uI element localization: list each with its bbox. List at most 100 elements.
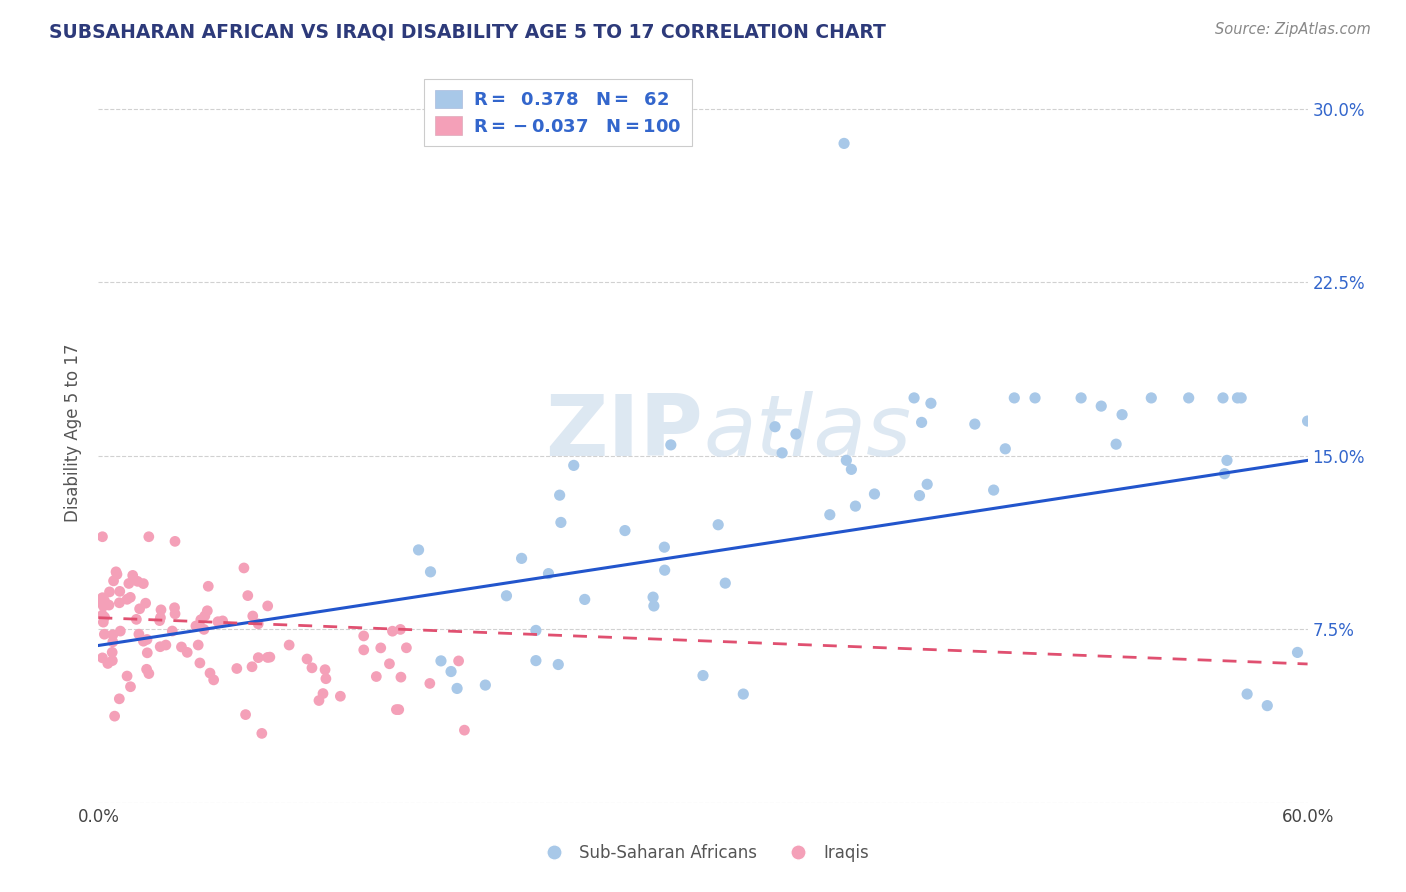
Point	[108, 691, 131, 706]
Point	[1286, 645, 1309, 659]
Point	[91, 597, 114, 611]
Point	[138, 666, 160, 681]
Point	[1226, 391, 1249, 405]
Point	[763, 419, 786, 434]
Point	[247, 650, 270, 665]
Point	[98, 585, 121, 599]
Point	[1070, 391, 1092, 405]
Point	[654, 563, 676, 577]
Point	[93, 610, 115, 624]
Point	[278, 638, 301, 652]
Point	[1212, 391, 1234, 405]
Point	[240, 659, 263, 673]
Point	[256, 599, 278, 613]
Point	[1111, 408, 1133, 422]
Point	[983, 483, 1005, 497]
Point	[908, 489, 931, 503]
Point	[110, 624, 132, 639]
Point	[1177, 391, 1199, 405]
Point	[329, 690, 352, 704]
Point	[101, 645, 124, 659]
Point	[149, 610, 172, 624]
Point	[548, 488, 571, 502]
Point	[135, 662, 157, 676]
Point	[353, 643, 375, 657]
Point	[128, 602, 150, 616]
Point	[1105, 437, 1128, 451]
Point	[103, 574, 125, 588]
Point	[1090, 399, 1112, 413]
Point	[128, 627, 150, 641]
Point	[93, 593, 115, 607]
Point	[963, 417, 986, 431]
Point	[524, 624, 547, 638]
Point	[162, 624, 184, 638]
Point	[692, 668, 714, 682]
Point	[202, 673, 225, 687]
Point	[176, 645, 198, 659]
Point	[447, 654, 470, 668]
Point	[659, 438, 682, 452]
Point	[1216, 453, 1239, 467]
Point	[910, 416, 932, 430]
Point	[835, 453, 858, 467]
Point	[295, 652, 318, 666]
Point	[378, 657, 401, 671]
Point	[135, 596, 157, 610]
Point	[550, 516, 572, 530]
Point	[301, 661, 323, 675]
Point	[170, 640, 193, 654]
Point	[312, 687, 335, 701]
Point	[132, 576, 155, 591]
Point	[115, 669, 138, 683]
Point	[165, 607, 187, 621]
Point	[108, 584, 131, 599]
Point	[844, 499, 866, 513]
Text: Source: ZipAtlas.com: Source: ZipAtlas.com	[1215, 22, 1371, 37]
Point	[235, 707, 257, 722]
Point	[232, 561, 254, 575]
Point	[353, 629, 375, 643]
Point	[370, 640, 392, 655]
Point	[108, 596, 131, 610]
Point	[120, 591, 142, 605]
Point	[389, 670, 412, 684]
Point	[785, 427, 807, 442]
Point	[440, 665, 463, 679]
Point	[1256, 698, 1278, 713]
Point	[770, 446, 793, 460]
Point	[1230, 391, 1253, 405]
Point	[419, 565, 441, 579]
Point	[127, 574, 149, 589]
Point	[236, 589, 259, 603]
Point	[495, 589, 517, 603]
Point	[315, 672, 337, 686]
Point	[389, 623, 412, 637]
Point	[903, 391, 925, 405]
Point	[841, 462, 863, 476]
Point	[366, 669, 388, 683]
Point	[419, 676, 441, 690]
Text: SUBSAHARAN AFRICAN VS IRAQI DISABILITY AGE 5 TO 17 CORRELATION CHART: SUBSAHARAN AFRICAN VS IRAQI DISABILITY A…	[49, 22, 886, 41]
Point	[547, 657, 569, 672]
Text: atlas: atlas	[703, 391, 911, 475]
Point	[643, 599, 665, 613]
Point	[136, 632, 159, 647]
Legend: Sub-Saharan Africans, Iraqis: Sub-Saharan Africans, Iraqis	[530, 838, 876, 869]
Point	[91, 591, 114, 605]
Point	[733, 687, 755, 701]
Point	[446, 681, 468, 696]
Y-axis label: Disability Age 5 to 17: Disability Age 5 to 17	[65, 343, 83, 522]
Point	[101, 635, 124, 649]
Point	[308, 693, 330, 707]
Point	[250, 726, 273, 740]
Point	[818, 508, 841, 522]
Point	[188, 656, 211, 670]
Point	[641, 590, 664, 604]
Point	[193, 623, 215, 637]
Point	[510, 551, 533, 566]
Point	[97, 598, 120, 612]
Point	[915, 477, 938, 491]
Point	[654, 540, 676, 554]
Point	[524, 654, 547, 668]
